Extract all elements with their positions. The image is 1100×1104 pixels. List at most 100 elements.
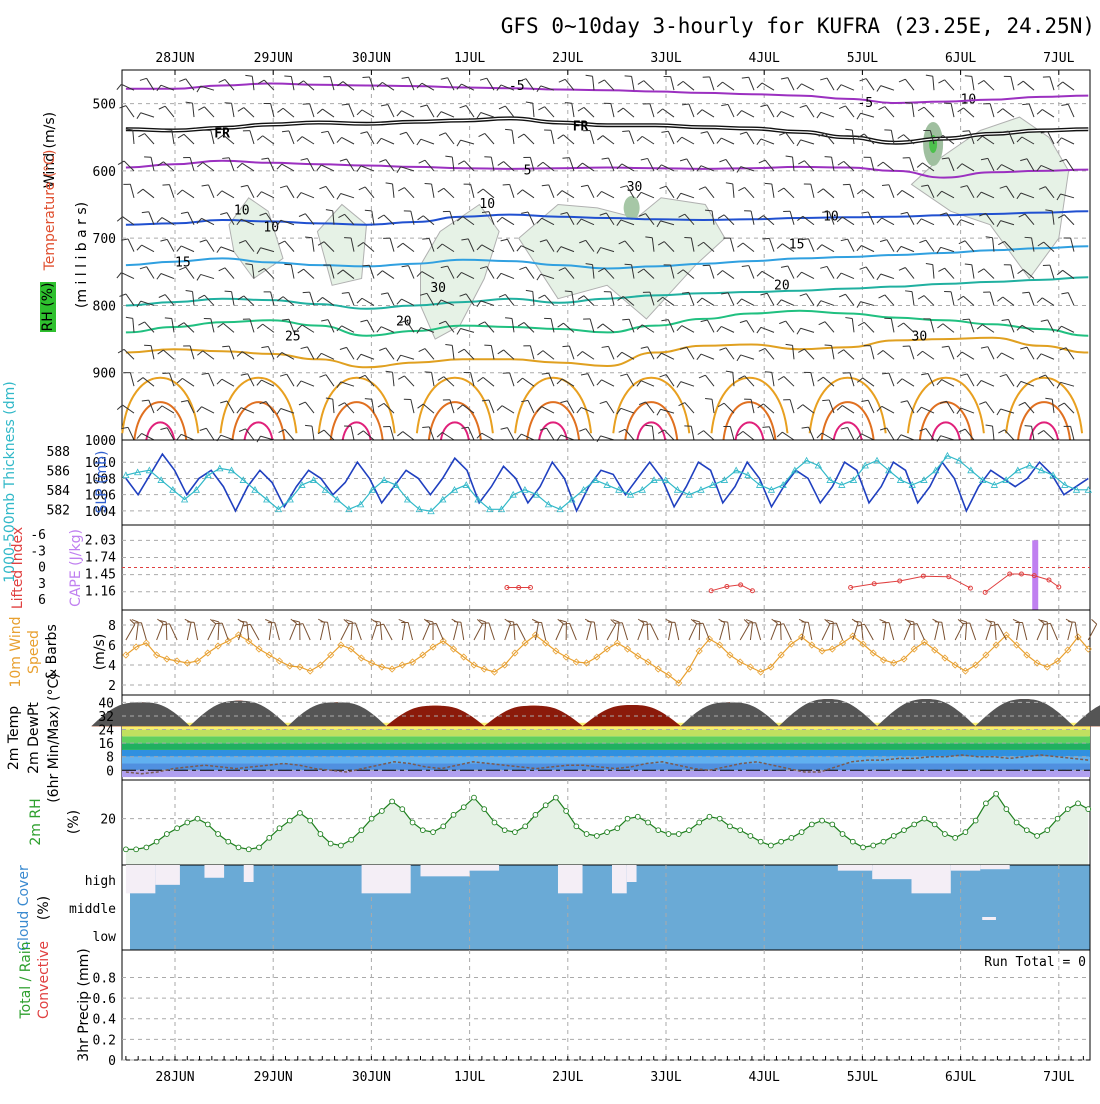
wind-barb-flag	[963, 623, 970, 624]
high-cloud-block	[460, 865, 499, 871]
lifted-index-tick-label: -6	[30, 528, 46, 543]
wind-barb-flag	[825, 345, 832, 346]
wind-barb-flag	[965, 76, 972, 77]
rh-point	[461, 805, 466, 810]
pressure-tick-label: 600	[93, 165, 116, 180]
rh-point	[1086, 807, 1091, 812]
precip-tick-label: 0.4	[93, 1013, 117, 1028]
high-cloud-block	[612, 865, 627, 893]
temp-axis-label: 2m Temp	[6, 706, 22, 770]
date-label-bottom: 5JUL	[847, 1070, 878, 1085]
cape-tick-label: 1.74	[85, 550, 116, 565]
wind-speed-tick-label: 6	[108, 639, 116, 654]
rh-point	[543, 803, 548, 808]
middle-cloud-block	[982, 917, 996, 920]
cape-tick-label: 1.45	[85, 568, 116, 583]
rh-point	[758, 839, 763, 844]
date-label-bottom: 1JUL	[454, 1070, 485, 1085]
rh-point	[216, 832, 221, 837]
rh-unit-label: (%)	[66, 810, 82, 834]
date-label-top: 7JUL	[1043, 51, 1074, 66]
pressure-tick-label: 900	[93, 367, 116, 382]
cloud-axis-label: Cloud Cover	[16, 865, 32, 951]
date-label-top: 29JUN	[254, 51, 293, 66]
rh-point	[564, 809, 569, 814]
isotherm-label: 20	[396, 315, 412, 330]
wind-barb-flag	[225, 291, 232, 292]
rh-point	[912, 822, 917, 827]
temp-tick-label: 32	[98, 710, 114, 725]
wind-barb-flag	[622, 131, 629, 132]
rh-point	[410, 820, 415, 825]
wind-barb-flag	[222, 158, 229, 159]
rh-point	[1076, 801, 1081, 806]
lifted-index-tick-label: 0	[38, 561, 46, 576]
rh-point	[513, 830, 518, 835]
rh-point	[994, 791, 999, 796]
precip-axis-label-convective: Convective	[36, 941, 52, 1019]
wind-barb-flag	[422, 427, 429, 428]
rh-point	[1014, 820, 1019, 825]
wind-barb-flag	[822, 400, 829, 401]
precip-tick-label: 0.8	[93, 971, 116, 986]
rh-point	[236, 845, 241, 850]
wind-barb-flag	[1025, 426, 1032, 427]
date-label-bottom: 2JUL	[552, 1070, 583, 1085]
rh-point	[697, 820, 702, 825]
rh-point	[594, 834, 599, 839]
rh-point	[881, 839, 886, 844]
isotherm-label: 10	[263, 220, 279, 235]
precip-tick-label: 0.6	[93, 992, 116, 1007]
slp-axis-label: SLP (mb)	[94, 450, 110, 513]
date-label-top: 28JUN	[155, 51, 194, 66]
rh-point	[953, 835, 958, 840]
date-label-bottom: 30JUN	[352, 1070, 391, 1085]
rh-point	[605, 830, 610, 835]
wind-10m-axis-label-barbs: & Barbs	[44, 624, 60, 680]
date-label-bottom: 3JUL	[650, 1070, 681, 1085]
rh-point	[799, 830, 804, 835]
high-cloud-block	[362, 865, 411, 893]
temp-color-band	[122, 750, 1090, 757]
rh-point	[124, 847, 129, 852]
date-label-top: 2JUL	[552, 51, 583, 66]
rh-contour-label: 30	[430, 281, 446, 296]
temp-color-band	[122, 770, 1090, 777]
wind-barb-flag	[422, 238, 429, 239]
rh-point	[574, 824, 579, 829]
date-label-bottom: 28JUN	[155, 1070, 194, 1085]
temp-color-band	[122, 743, 1090, 750]
rh-axis-label: 2m RH	[28, 798, 44, 845]
rh-point	[502, 828, 507, 833]
wind-barb-flag	[362, 77, 369, 78]
rh-point	[820, 818, 825, 823]
high-cloud-block	[244, 865, 254, 882]
rh-contour-label: 10	[479, 197, 495, 212]
isotherm-label: 20	[774, 278, 790, 293]
rh-point	[553, 795, 558, 800]
rh-point	[1045, 828, 1050, 833]
precip-tick-label: 0	[108, 1054, 116, 1069]
wind-barb-flag	[425, 183, 432, 184]
wind-barb-flag	[962, 319, 969, 320]
wind-barb-flag	[765, 183, 772, 184]
rh-point	[533, 812, 538, 817]
rh-point	[676, 832, 681, 837]
rh-point	[472, 795, 477, 800]
wind-barb-flag	[225, 103, 232, 104]
wind-barb-flag	[829, 623, 836, 624]
rh-point	[717, 816, 722, 821]
cloud-level-label: low	[93, 930, 117, 945]
rh-point	[707, 814, 712, 819]
wind-barb-flag	[215, 623, 222, 624]
wind-barb-flag	[765, 372, 772, 373]
rh-point	[973, 818, 978, 823]
wind-barb-flag	[762, 238, 769, 239]
rh-point	[1024, 828, 1029, 833]
isotherm-label: 5	[524, 163, 532, 178]
rh-point	[871, 843, 876, 848]
wind-barb-flag	[1022, 292, 1029, 293]
thickness-tick-label: 582	[47, 503, 70, 518]
